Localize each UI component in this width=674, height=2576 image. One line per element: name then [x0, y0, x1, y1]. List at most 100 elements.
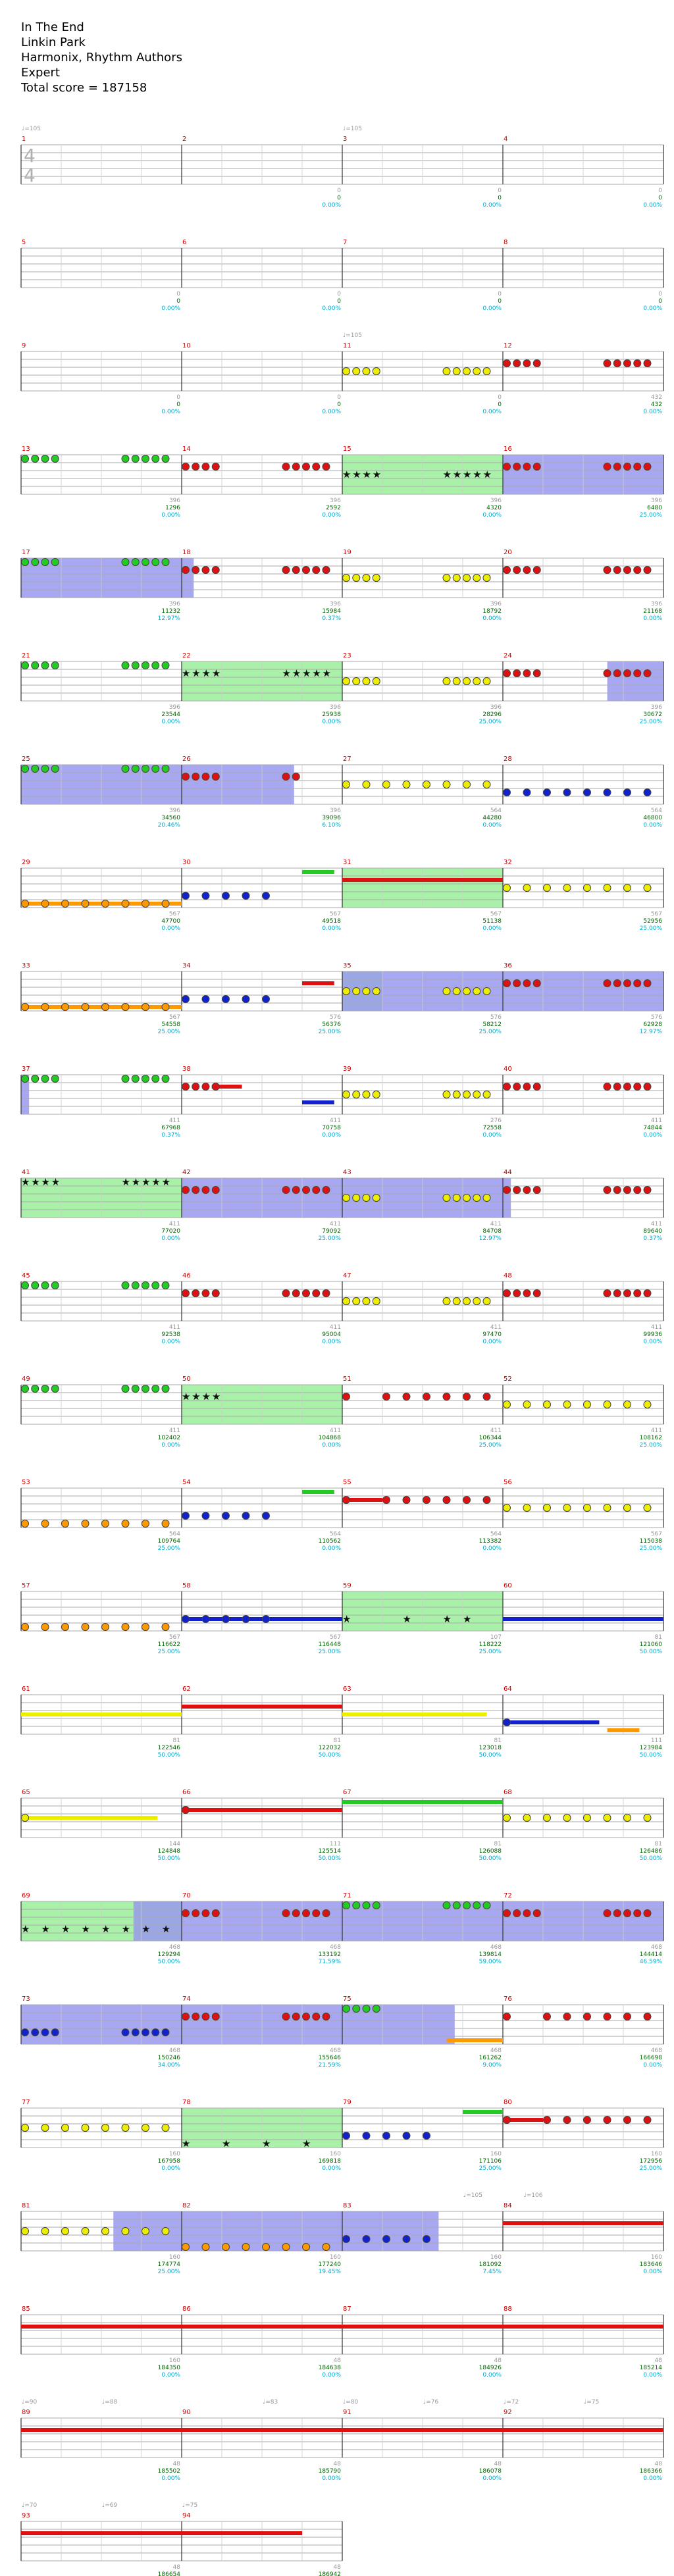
star-power-percent: 0.00%: [643, 1339, 662, 1345]
note-green: [352, 2005, 361, 2013]
note-red: [563, 2013, 571, 2021]
measure-score: 81: [173, 1738, 180, 1744]
note-yellow: [41, 2227, 49, 2235]
star-note-red: ★: [202, 667, 211, 679]
measure-number: 82: [182, 2202, 191, 2209]
running-total: 70758: [322, 1125, 341, 1131]
note-yellow: [452, 574, 461, 582]
note-green: [21, 661, 29, 669]
note-red: [211, 566, 220, 574]
note-red: [292, 1289, 300, 1297]
running-total: 0: [658, 195, 662, 201]
running-total: 39096: [322, 815, 341, 821]
note-orange: [21, 1623, 29, 1631]
running-total: 161262: [479, 2055, 502, 2061]
note-blue: [31, 2028, 39, 2036]
note-red: [192, 566, 200, 574]
measure-number: 64: [504, 1686, 512, 1693]
measure-score: 396: [651, 498, 662, 504]
note-green: [41, 558, 49, 566]
note-green: [372, 1901, 380, 1909]
note-yellow: [342, 677, 350, 685]
note-yellow: [463, 367, 471, 375]
note-blue: [222, 892, 230, 900]
note-orange: [81, 1003, 90, 1011]
note-orange: [61, 1520, 69, 1528]
measure-number: 33: [22, 962, 30, 969]
star-note-blue: ★: [82, 1923, 90, 1935]
star-note-red: ★: [182, 1391, 190, 1403]
measure-score: 564: [169, 1531, 180, 1537]
note-green: [51, 455, 59, 463]
note-yellow: [352, 1194, 361, 1202]
note-green: [51, 1281, 59, 1289]
measure-number: 75: [343, 1996, 351, 2003]
note-green: [121, 765, 130, 773]
note-red: [503, 2013, 511, 2021]
note-blue: [382, 2235, 390, 2243]
star-power-percent: 0.00%: [643, 202, 662, 209]
note-green: [342, 2005, 350, 2013]
note-yellow: [563, 1814, 571, 1822]
note-red: [322, 463, 330, 471]
measure-number: 37: [22, 1066, 30, 1073]
star-power-percent: 25.00%: [319, 1235, 342, 1242]
star-note-red: ★: [212, 667, 220, 679]
note-yellow: [21, 2227, 29, 2235]
measure-number: 57: [22, 1582, 30, 1589]
note-red: [603, 359, 611, 367]
note-yellow: [603, 1504, 611, 1512]
solo-section: [342, 2211, 439, 2251]
measure-number: 71: [343, 1892, 351, 1899]
running-total: 109764: [158, 1538, 181, 1545]
note-red: [201, 1909, 210, 1917]
solo-section: [342, 2005, 455, 2044]
star-power-percent: 59.00%: [479, 1959, 502, 1965]
running-total: 79092: [322, 1228, 341, 1235]
note-yellow: [442, 1194, 451, 1202]
note-yellow: [352, 1297, 361, 1305]
note-red: [211, 1186, 220, 1194]
note-red: [182, 1289, 190, 1297]
measure-score: 160: [651, 2254, 662, 2261]
note-green: [31, 1281, 39, 1289]
measure-number: 8: [504, 239, 507, 246]
measure-score: 396: [330, 498, 341, 504]
note-yellow: [603, 884, 611, 892]
measure-number: 38: [182, 1066, 191, 1073]
note-red: [503, 1289, 511, 1297]
note-blue: [242, 995, 250, 1003]
star-note-yellow: ★: [352, 469, 361, 480]
note-red: [532, 669, 541, 677]
note-green: [121, 455, 130, 463]
star-power-percent: 25.00%: [158, 2269, 181, 2275]
tempo-mark: ♩=76: [423, 2399, 439, 2406]
measure-number: 78: [182, 2099, 191, 2106]
star-power-percent: 0.00%: [322, 512, 341, 519]
star-power-percent: 12.97%: [640, 1029, 663, 1035]
note-green: [51, 1075, 59, 1083]
star-power-percent: 50.00%: [640, 1752, 663, 1759]
note-orange: [81, 1623, 90, 1631]
note-red: [312, 2013, 321, 2021]
note-green: [21, 1385, 29, 1393]
note-red: [482, 1496, 491, 1504]
measure-number: 11: [343, 342, 351, 349]
note-yellow: [563, 1401, 571, 1408]
note-green: [161, 1281, 170, 1289]
measure-number: 31: [343, 859, 351, 866]
note-blue: [201, 995, 210, 1003]
note-yellow: [161, 2124, 170, 2132]
note-red: [603, 979, 611, 987]
star-note-green: ★: [122, 1176, 130, 1188]
running-total: 133192: [319, 1951, 341, 1958]
measure-score: 564: [330, 1531, 341, 1537]
star-power-percent: 9.00%: [482, 2062, 502, 2069]
running-total: 34560: [161, 815, 180, 821]
note-orange: [21, 1003, 29, 1011]
measure-score: 0: [498, 394, 502, 401]
note-red: [532, 566, 541, 574]
star-note-blue: ★: [142, 1923, 150, 1935]
measure-number: 56: [504, 1479, 512, 1486]
star-power-percent: 0.00%: [161, 2165, 180, 2172]
